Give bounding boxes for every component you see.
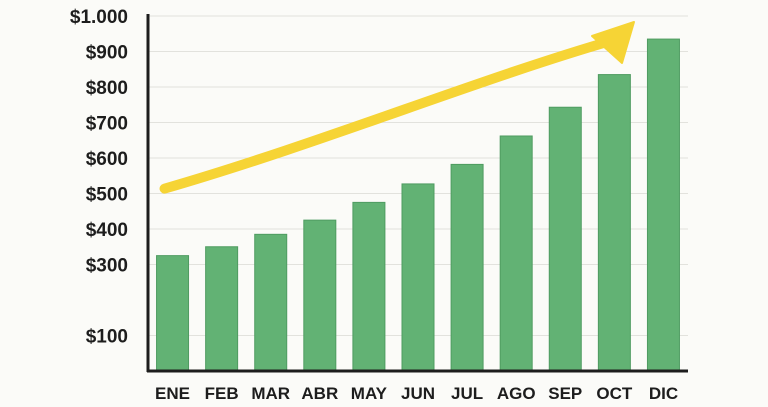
- bar-jul: [450, 163, 484, 372]
- bar-mar: [254, 233, 288, 372]
- x-tick-label: DIC: [649, 384, 678, 403]
- y-tick-labels: $100 $300 $400 $500 $600 $700 $800 $900 $1.000: [70, 7, 128, 348]
- x-tick-labels: ENE FEB MAR ABR MAY JUN JUL AGO SEP OCT DIC: [155, 384, 678, 403]
- axes: [146, 14, 688, 373]
- bar-ago: [499, 135, 533, 372]
- bar-abr: [303, 219, 337, 372]
- y-tick-label: $800: [86, 78, 128, 99]
- y-tick-label: $300: [86, 256, 128, 277]
- x-tick-label: SEP: [548, 384, 582, 403]
- y-tick-label: $900: [86, 43, 128, 64]
- bar-jun: [401, 183, 435, 372]
- y-tick-label: $700: [86, 114, 128, 135]
- bars: [156, 38, 680, 372]
- bar-dic: [646, 38, 680, 372]
- trend-arrow-shaft: [159, 35, 619, 194]
- x-tick-label: JUN: [401, 384, 435, 403]
- y-tick-label: $100: [86, 327, 128, 348]
- bar-feb: [205, 246, 239, 372]
- x-tick-label: MAY: [351, 384, 388, 403]
- y-tick-label: $600: [86, 149, 128, 170]
- bar-sep: [548, 106, 582, 372]
- y-tick-label: $500: [86, 185, 128, 206]
- trend-arrow-head: [591, 21, 635, 64]
- bar-oct: [597, 74, 631, 372]
- x-tick-label: AGO: [497, 384, 536, 403]
- x-tick-label: ENE: [155, 384, 190, 403]
- y-tick-label: $400: [86, 220, 128, 241]
- x-tick-label: JUL: [451, 384, 483, 403]
- trend-arrow: [159, 21, 635, 194]
- x-tick-label: MAR: [251, 384, 290, 403]
- bar-may: [352, 201, 386, 372]
- x-tick-label: OCT: [596, 384, 633, 403]
- bar-ene: [156, 255, 190, 372]
- x-tick-label: ABR: [301, 384, 338, 403]
- x-tick-label: FEB: [205, 384, 239, 403]
- y-tick-label: $1.000: [70, 7, 128, 28]
